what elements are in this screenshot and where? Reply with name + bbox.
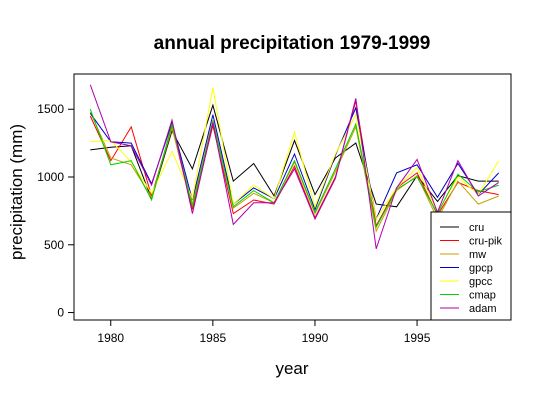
chart-title: annual precipitation 1979-1999 <box>154 33 431 54</box>
series-line-cmap <box>89 109 499 229</box>
legend-label-cru: cru <box>469 222 484 234</box>
y-axis-title: precipitation (mm) <box>7 124 26 260</box>
x-axis: 1980 1985 1990 1995 <box>97 320 431 345</box>
y-tick-label: 1500 <box>37 102 64 116</box>
legend-label-gpcp: gpcp <box>469 263 493 275</box>
series-line-adam <box>89 84 499 249</box>
x-tick-label: 1985 <box>200 331 227 345</box>
series-line-gpcc <box>90 87 500 221</box>
legend-label-gpcc: gpcc <box>469 276 493 288</box>
plot-frame <box>73 73 512 321</box>
legend-label-mw: mw <box>469 249 486 261</box>
x-tick-label: 1980 <box>97 331 124 345</box>
x-tick-label: 1995 <box>404 331 431 345</box>
y-tick-label: 0 <box>57 306 64 320</box>
legend-label-cru-pik: cru-pik <box>469 236 503 248</box>
y-tick-label: 1000 <box>37 170 64 184</box>
series-layer <box>89 84 500 249</box>
y-tick-label: 500 <box>44 238 64 252</box>
y-axis: 0 500 1000 1500 <box>37 102 74 320</box>
legend-label-adam: adam <box>469 303 497 315</box>
legend-box <box>430 211 512 321</box>
legend-label-cmap: cmap <box>469 290 496 302</box>
x-tick-label: 1990 <box>302 331 329 345</box>
x-axis-title: year <box>275 359 308 378</box>
